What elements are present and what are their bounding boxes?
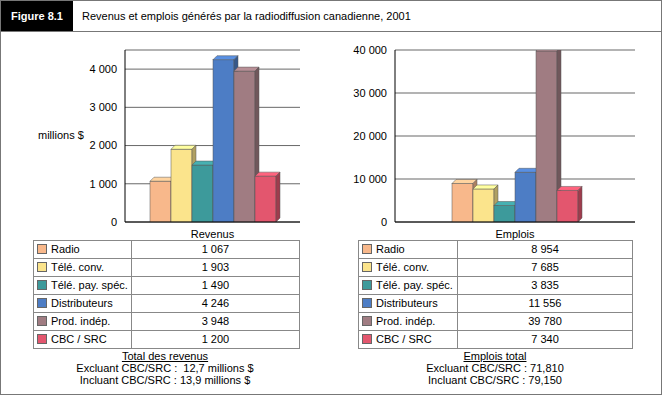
svg-text:40 000: 40 000 <box>353 44 387 56</box>
html-text:7 685: 7 685 <box>531 261 559 273</box>
html-text:Télé. conv.: Télé. conv. <box>51 261 104 273</box>
html-text:CBC / SRC: CBC / SRC <box>376 333 432 345</box>
html-text:Total des revenus: Total des revenus <box>121 350 209 362</box>
html-text:11 556: 11 556 <box>528 297 562 309</box>
html-text:Incluant CBC/SRC : 13,9 millio: Incluant CBC/SRC : 13,9 millions $ <box>79 374 251 386</box>
html-text:7 340: 7 340 <box>531 333 559 345</box>
html-text:Radio: Radio <box>376 243 405 255</box>
html-text:Télé. conv.: Télé. conv. <box>376 261 429 273</box>
html-text:Distributeurs: Distributeurs <box>376 297 438 309</box>
html-text:4 246: 4 246 <box>201 297 230 309</box>
html-text:Télé. pay. spéc.: Télé. pay. spéc. <box>376 279 453 291</box>
html-text:millions $: millions $ <box>38 129 84 141</box>
html-text:1 067: 1 067 <box>201 243 230 255</box>
html-text:3 948: 3 948 <box>201 315 230 327</box>
html-text:Incluant CBC/SRC : 79,150: Incluant CBC/SRC : 79,150 <box>428 374 562 386</box>
svg-text:20 000: 20 000 <box>353 130 387 142</box>
html-text:Télé. pay. spéc.: Télé. pay. spéc. <box>51 279 128 291</box>
html-text:Excluant CBC/SRC : 12,7 millio: Excluant CBC/SRC : 12,7 millions $ <box>76 362 254 374</box>
html-text:Excluant CBC/SRC : 71,810: Excluant CBC/SRC : 71,810 <box>426 362 564 374</box>
html-text:1 903: 1 903 <box>201 261 230 273</box>
html-text:Revenus et emplois générés par: Revenus et emplois générés par la radiod… <box>82 10 411 22</box>
svg-text:4 000: 4 000 <box>89 63 117 75</box>
html-text:8 954: 8 954 <box>531 243 559 255</box>
svg-text:10 000: 10 000 <box>353 173 387 185</box>
svg-text:3 000: 3 000 <box>89 101 117 113</box>
html-text:Distributeurs: Distributeurs <box>51 297 113 309</box>
svg-text:2 000: 2 000 <box>89 139 117 151</box>
html-text:1 490: 1 490 <box>201 279 230 291</box>
html-text:39 780: 39 780 <box>528 315 562 327</box>
html-text:Figure 8.1: Figure 8.1 <box>11 10 63 22</box>
svg-text:0: 0 <box>381 216 387 228</box>
html-text:Prod. indép.: Prod. indép. <box>376 315 436 327</box>
html-text:3 835: 3 835 <box>531 279 559 291</box>
html-text:Radio: Radio <box>51 243 80 255</box>
html-text:Emplois total: Emplois total <box>463 350 527 362</box>
svg-text:1 000: 1 000 <box>89 178 117 190</box>
svg-text:Revenus: Revenus <box>191 228 235 240</box>
svg-text:30 000: 30 000 <box>353 87 387 99</box>
html-text:CBC / SRC: CBC / SRC <box>51 333 107 345</box>
svg-text:Emplois: Emplois <box>495 228 535 240</box>
html-text:Prod. indép.: Prod. indép. <box>51 315 111 327</box>
svg-text:0: 0 <box>111 216 117 228</box>
html-text:1 200: 1 200 <box>201 333 230 345</box>
